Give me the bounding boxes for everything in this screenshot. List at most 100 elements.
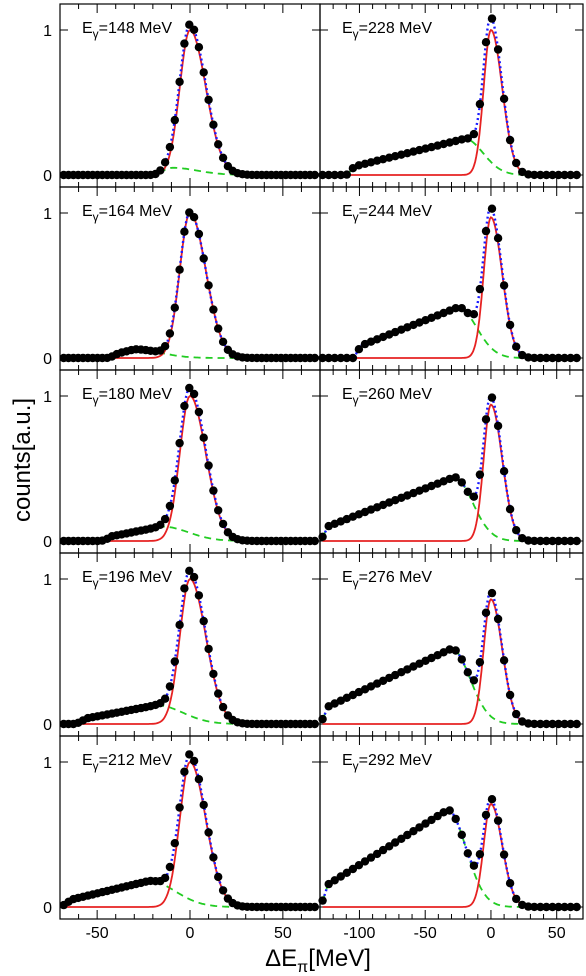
data-point (165, 501, 175, 511)
data-point (530, 170, 539, 180)
panel-title: Eγ=228 MeV (342, 20, 432, 41)
data-point (524, 719, 533, 728)
data-point (499, 656, 509, 665)
panel-title: Eγ=260 MeV (342, 386, 432, 407)
data-point (505, 879, 515, 888)
data-point (189, 213, 199, 222)
data-point (160, 694, 170, 703)
data-point (451, 304, 460, 313)
panel-title-value: =260 MeV (359, 386, 433, 403)
x-tick-label: 0 (186, 925, 195, 942)
data-point (403, 830, 412, 840)
data-point (548, 170, 557, 180)
panel-5: 0 1 Eγ=180 MeV (43, 369, 321, 554)
panel-8: Eγ=276 MeV (318, 552, 584, 737)
data-point (499, 281, 509, 290)
data-point (194, 775, 204, 784)
data-point (487, 14, 497, 23)
data-point (348, 353, 358, 363)
total-fit-curve (63, 752, 317, 909)
data-point (372, 849, 382, 859)
data-point (463, 134, 472, 143)
data-point (180, 767, 189, 776)
data-point (318, 714, 327, 724)
data-point (457, 304, 466, 313)
data-point (218, 519, 228, 529)
data-point (330, 876, 339, 885)
panel-title: Eγ=292 MeV (342, 752, 432, 773)
data-point (185, 750, 194, 759)
data-point (469, 492, 479, 501)
total-fit-curve (63, 22, 317, 177)
data-point (170, 476, 179, 485)
x-tick-label: -50 (86, 925, 109, 942)
data-point (204, 95, 213, 105)
panel-title: Eγ=276 MeV (342, 569, 432, 590)
panel-title-value: =292 MeV (359, 752, 433, 769)
data-point (445, 806, 454, 815)
data-point (536, 902, 545, 912)
data-point (214, 140, 223, 149)
data-point (554, 170, 563, 180)
data-point (463, 668, 472, 677)
data-point (481, 226, 491, 236)
x-tick-label: 50 (548, 925, 566, 942)
data-point (175, 265, 184, 274)
data-point (170, 303, 179, 312)
data-point (475, 850, 485, 859)
data-point (180, 227, 189, 236)
panel-title-gamma: γ (353, 393, 359, 407)
data-point (493, 816, 503, 825)
data-point (475, 99, 485, 109)
data-point (493, 234, 503, 243)
data-point (165, 682, 175, 691)
data-point (469, 861, 479, 870)
y-tick-label: 0 (43, 534, 52, 551)
panel-title-e: E (342, 20, 353, 37)
data-point (542, 170, 551, 180)
data-point (330, 170, 339, 180)
data-point (481, 38, 491, 47)
background-curve (321, 476, 581, 542)
data-point (560, 353, 569, 363)
data-point (512, 709, 521, 719)
y-tick-label: 1 (43, 389, 52, 406)
data-point (199, 254, 208, 263)
data-point (199, 616, 208, 626)
y-tick-label: 0 (43, 717, 52, 734)
data-point (189, 389, 199, 399)
data-point (572, 536, 581, 546)
panel-title-e: E (342, 752, 353, 769)
panel-title-gamma: γ (93, 759, 99, 773)
data-point (170, 657, 179, 666)
y-tick-label: 1 (43, 755, 52, 772)
data-point (180, 39, 189, 48)
data-point (199, 800, 208, 810)
data-point (493, 45, 503, 54)
data-point (505, 690, 515, 700)
peak-curve (63, 211, 317, 359)
data-point (554, 902, 563, 912)
data-point (530, 536, 539, 546)
panel-title-gamma: γ (93, 393, 99, 407)
background-curve (321, 808, 581, 908)
data-point (175, 620, 184, 630)
data-point (336, 872, 345, 881)
data-point (542, 353, 551, 363)
data-point (524, 353, 533, 362)
panel-title-gamma: γ (93, 576, 99, 590)
data-point (493, 421, 503, 431)
data-point (218, 153, 228, 162)
total-fit-curve (63, 210, 317, 360)
data-point (451, 473, 460, 482)
panel-title: Eγ=212 MeV (82, 752, 172, 773)
panel-title-gamma: γ (353, 759, 359, 773)
data-point (156, 166, 165, 175)
data-point (214, 324, 223, 333)
panel-title-value: =276 MeV (359, 569, 433, 586)
panel-title-value: =148 MeV (99, 20, 173, 37)
data-point (170, 839, 179, 848)
data-point (189, 25, 199, 34)
panel-4: Eγ=244 MeV (318, 186, 584, 371)
total-fit-curve (63, 569, 317, 726)
